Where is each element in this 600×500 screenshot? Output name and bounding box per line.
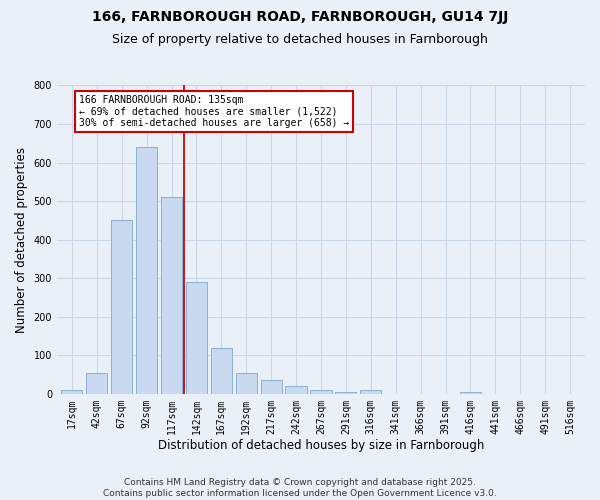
Bar (61, 390, 82, 394)
Text: Size of property relative to detached houses in Farnborough: Size of property relative to detached ho… (112, 32, 488, 46)
Y-axis label: Number of detached properties: Number of detached properties (15, 146, 28, 332)
Bar (186, 282, 207, 394)
Bar (460, 392, 481, 394)
Bar (136, 147, 157, 394)
Bar (286, 386, 307, 394)
Bar (111, 220, 132, 394)
Bar (335, 392, 356, 394)
Text: 166, FARNBOROUGH ROAD, FARNBOROUGH, GU14 7JJ: 166, FARNBOROUGH ROAD, FARNBOROUGH, GU14… (92, 10, 508, 24)
Bar (211, 348, 232, 394)
Bar (360, 390, 382, 394)
Bar (86, 372, 107, 394)
Bar (161, 198, 182, 394)
Bar (260, 380, 282, 394)
Text: 166 FARNBOROUGH ROAD: 135sqm
← 69% of detached houses are smaller (1,522)
30% of: 166 FARNBOROUGH ROAD: 135sqm ← 69% of de… (79, 95, 350, 128)
Text: Contains HM Land Registry data © Crown copyright and database right 2025.
Contai: Contains HM Land Registry data © Crown c… (103, 478, 497, 498)
Bar (310, 390, 332, 394)
X-axis label: Distribution of detached houses by size in Farnborough: Distribution of detached houses by size … (158, 440, 484, 452)
Bar (236, 372, 257, 394)
